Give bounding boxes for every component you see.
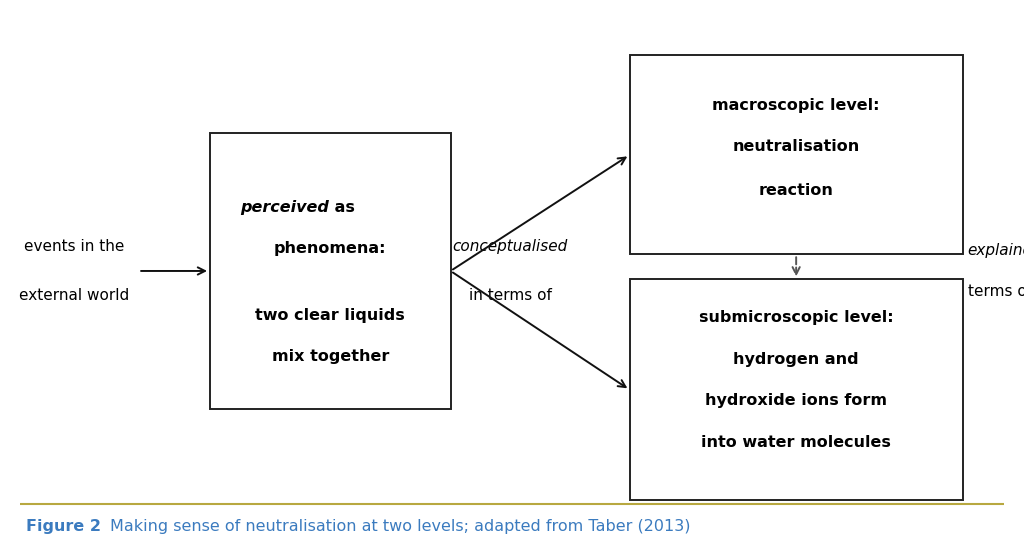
Text: neutralisation: neutralisation [732,139,860,154]
Text: terms of: terms of [968,284,1024,299]
Text: into water molecules: into water molecules [701,435,891,450]
Text: in terms of: in terms of [469,288,551,304]
Text: submicroscopic level:: submicroscopic level: [698,310,894,326]
FancyBboxPatch shape [630,55,963,254]
FancyBboxPatch shape [210,133,451,409]
Text: Figure 2: Figure 2 [26,519,100,534]
Text: reaction: reaction [759,183,834,199]
Text: hydroxide ions form: hydroxide ions form [706,393,887,409]
Text: conceptualised: conceptualised [453,238,567,254]
Text: Making sense of neutralisation at two levels; adapted from Taber (2013): Making sense of neutralisation at two le… [110,519,690,534]
Text: explained: explained [968,243,1024,258]
Text: external world: external world [18,288,129,304]
FancyBboxPatch shape [630,279,963,500]
Text: as: as [330,200,355,215]
Text: mix together: mix together [271,349,389,364]
Text: macroscopic level:: macroscopic level: [713,97,880,113]
Text: hydrogen and: hydrogen and [733,352,859,367]
Text: perceived: perceived [241,200,330,215]
Text: phenomena:: phenomena: [274,241,386,257]
Text: two clear liquids: two clear liquids [255,307,406,323]
Text: events in the: events in the [24,238,124,254]
